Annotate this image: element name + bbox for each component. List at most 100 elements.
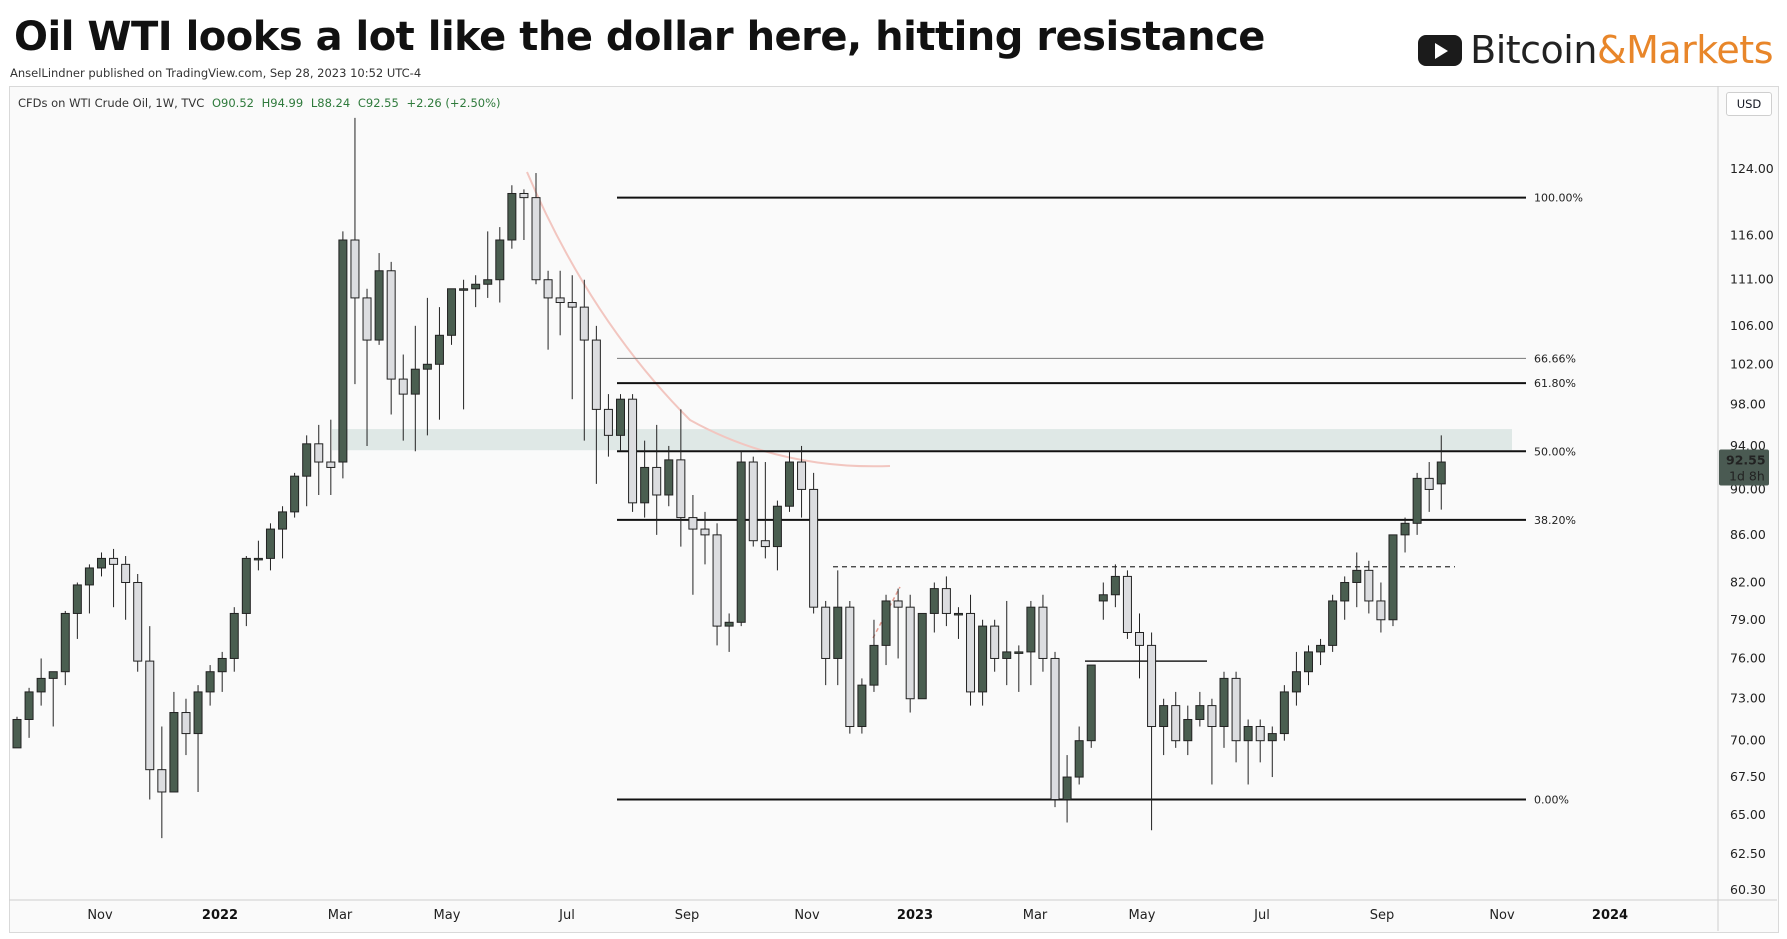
candle-body [857,684,867,728]
candle-body [24,691,34,720]
candle-body [265,528,275,559]
candle-body [447,288,457,336]
ohlc-low: L88.24 [310,96,351,110]
candle-body [1050,657,1060,801]
brand-name: Bitcoin&Markets [1470,28,1773,72]
candle-body [990,625,1000,659]
candle-body [760,540,770,548]
y-tick-label: 124.00 [1730,161,1774,176]
candle-body [350,239,360,299]
x-tick-label: Nov [1489,908,1515,923]
candle-body [290,475,300,513]
candle-body [797,461,807,490]
x-tick-label: 2023 [897,908,933,923]
y-tick-label: 86.00 [1730,527,1766,542]
candle-body [398,378,408,395]
candle-body [1328,600,1338,646]
candle-body [1135,631,1145,646]
y-tick-label: 76.00 [1730,650,1766,665]
candle-body [688,517,698,530]
ohlc-close: C92.55 [357,96,399,110]
y-tick-label: 60.30 [1730,882,1766,897]
candle-body [555,297,565,304]
x-tick-label: Sep [1370,908,1395,923]
candle-body [1038,606,1048,659]
chart-area[interactable] [9,86,1779,933]
candle-body [603,408,613,436]
x-tick-label: 2024 [1592,908,1628,923]
candle-body [374,270,384,341]
candle-body [748,461,758,542]
y-tick-label: 98.00 [1730,396,1766,411]
candle-body [1364,569,1374,602]
candle-body [157,769,167,793]
candle-body [1002,651,1012,659]
candle-body [422,363,432,370]
candle-body [96,557,106,569]
candle-body [543,279,553,299]
candle-body [229,612,239,659]
y-tick-label: 62.50 [1730,846,1766,861]
candle-body [640,466,650,504]
candle-body [410,368,420,395]
x-tick-label: Nov [794,908,820,923]
candle-body [724,621,734,627]
candle-body [253,557,263,561]
candle-body [507,192,517,241]
candle-body [133,581,143,662]
x-tick-label: Jul [1253,908,1270,923]
x-tick-label: Sep [675,908,700,923]
candle-body [929,588,939,614]
candle-body [966,612,976,693]
chart-legend: CFDs on WTI Crude Oil, 1W, TVC O90.52 H9… [18,96,501,110]
x-tick-label: Mar [328,908,353,923]
y-tick-label: 70.00 [1730,733,1766,748]
candle-body [833,606,843,659]
candle-body [531,197,541,281]
ohlc-high: H94.99 [261,96,304,110]
candle-body [483,279,493,285]
candle-body [72,584,82,614]
x-tick-label: May [1129,908,1156,923]
candle-body [326,461,336,468]
candle-body [1062,776,1072,801]
candle-body [459,288,469,291]
candle-body [700,528,710,536]
candle-body [978,625,988,693]
y-tick-label: 106.00 [1730,318,1774,333]
candle-body [434,334,444,365]
symbol-label: CFDs on WTI Crude Oil, 1W, TVC [18,96,205,110]
candle-body [1122,575,1132,633]
y-tick-label: 67.50 [1730,769,1766,784]
candle-body [1303,651,1313,673]
candle-body [109,557,119,565]
candle-body [181,712,191,735]
x-tick-label: Mar [1023,908,1048,923]
candle-body [362,297,372,341]
candle-body [905,606,915,700]
candle-body [1243,726,1253,742]
candle-body [386,270,396,380]
currency-button[interactable]: USD [1726,92,1772,116]
candle-body [917,612,927,700]
candle-body [84,567,94,586]
price-tag-value: 92.55 [1726,452,1766,467]
candle-body [338,239,348,463]
candle-body [471,283,481,290]
candle-body [217,657,227,673]
price-tag [1719,449,1769,486]
byline: AnselLindner published on TradingView.co… [10,66,422,80]
candle-body [881,600,891,646]
price-tag-countdown: 1d 8h [1729,468,1765,483]
fib-level-label: 100.00% [1534,192,1583,205]
candle-body [1279,691,1289,735]
fib-level-label: 61.80% [1534,377,1576,390]
candle-body [567,302,577,308]
candle-body [1171,705,1181,742]
fib-level-label: 66.66% [1534,352,1576,365]
candle-body [1255,726,1265,742]
candle-body [205,671,215,693]
candle-body [169,712,179,793]
candle-body [579,306,589,341]
